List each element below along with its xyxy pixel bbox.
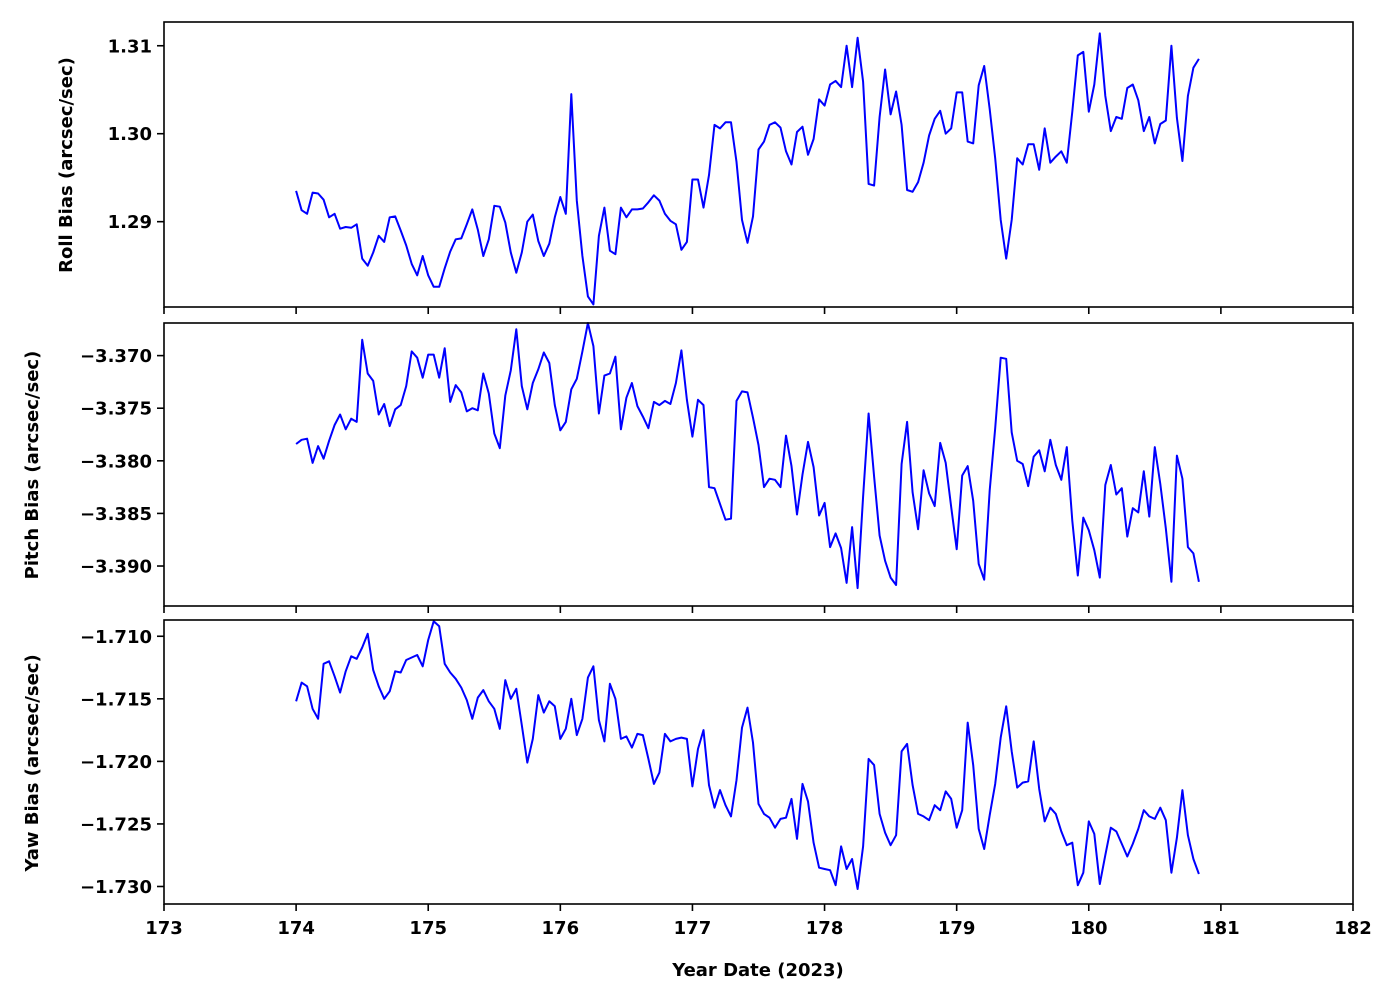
- x-tick-label: 179: [938, 918, 976, 939]
- pitch-y-tick-label: −3.390: [80, 557, 152, 578]
- x-tick-label: 178: [806, 918, 844, 939]
- pitch-y-tick-label: −3.380: [80, 451, 152, 472]
- x-tick-label: 175: [409, 918, 447, 939]
- yaw-y-tick-label: −1.730: [80, 877, 152, 898]
- roll-axes-frame: [163, 21, 1354, 308]
- x-tick-label: 174: [277, 918, 315, 939]
- x-tick-label: 173: [145, 918, 183, 939]
- roll-y-tick-label: 1.29: [108, 212, 152, 233]
- pitch-series-line: [295, 322, 1200, 590]
- x-tick-label: 180: [1070, 918, 1108, 939]
- pitch-y-tick-label: −3.385: [80, 504, 152, 525]
- pitch-axes-frame: [163, 322, 1354, 607]
- yaw-series-line: [295, 620, 1200, 890]
- yaw-y-tick-label: −1.720: [80, 752, 152, 773]
- yaw-y-tick-label: −1.710: [80, 627, 152, 648]
- pitch-y-tick-label: −3.370: [80, 346, 152, 367]
- x-axis-label: Year Date (2023): [671, 960, 844, 981]
- roll-y-tick-label: 1.30: [108, 124, 152, 145]
- roll-y-axis-label: Roll Bias (arcsec/sec): [56, 57, 77, 273]
- pitch-y-tick-label: −3.375: [80, 399, 152, 420]
- x-tick-label: 181: [1202, 918, 1240, 939]
- x-tick-label: 176: [542, 918, 580, 939]
- roll-y-tick-label: 1.31: [108, 36, 152, 57]
- x-tick-label: 182: [1334, 918, 1372, 939]
- yaw-y-axis-label: Yaw Bias (arcsec/sec): [22, 654, 43, 872]
- pitch-y-axis-label: Pitch Bias (arcsec/sec): [22, 351, 43, 580]
- yaw-y-tick-label: −1.725: [80, 814, 152, 835]
- roll-series-line: [295, 32, 1200, 306]
- x-tick-label: 177: [674, 918, 712, 939]
- yaw-y-tick-label: −1.715: [80, 689, 152, 710]
